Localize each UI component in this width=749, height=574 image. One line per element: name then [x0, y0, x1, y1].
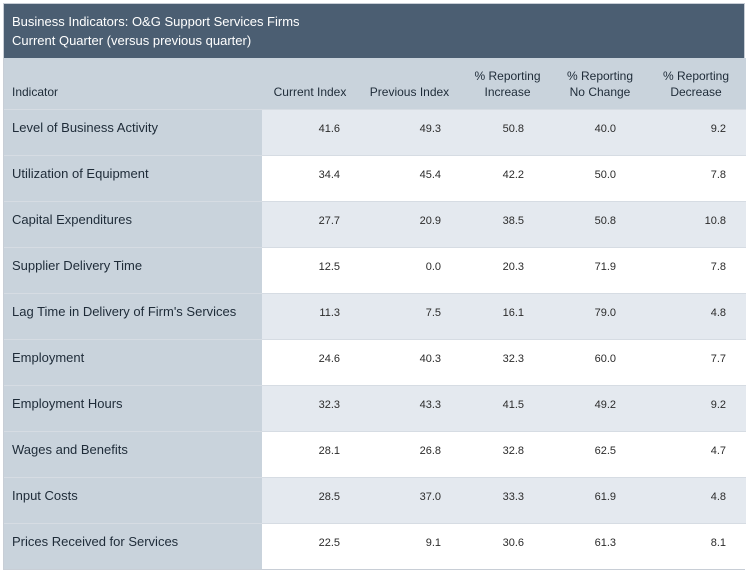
cell-previous-index: 40.3	[358, 339, 461, 385]
cell-pct-decrease: 4.8	[646, 293, 746, 339]
cell-pct-increase: 50.8	[461, 109, 554, 155]
header-current-index: Current Index	[273, 84, 347, 99]
table-row: Supplier Delivery Time 12.5 0.0 20.3 71.9 7.8	[4, 247, 746, 293]
header-previous-index: Previous Index	[369, 84, 450, 99]
cell-current-index: 28.5	[262, 477, 358, 523]
cell-pct-increase: 33.3	[461, 477, 554, 523]
table-row: Prices Received for Services 22.5 9.1 30.6 6…	[4, 523, 746, 569]
header-pct-increase-line1: % Reporting	[474, 68, 541, 83]
table-subtitle: Current Quarter (versus previous quarter…	[12, 33, 252, 48]
cell-previous-index: 37.0	[358, 477, 461, 523]
header-row: Indicator Current Index Previous Index %…	[4, 58, 746, 109]
cell-previous-index: 0.0	[358, 247, 461, 293]
business-indicators-table-panel: Business Indicators: O&G Support Service…	[3, 3, 746, 570]
cell-pct-increase: 38.5	[461, 201, 554, 247]
table-row: Level of Business Activity 41.6 49.3 50.8 40…	[4, 109, 746, 155]
cell-pct-increase: 16.1	[461, 293, 554, 339]
business-indicators-table: Indicator Current Index Previous Index %…	[4, 58, 746, 569]
cell-pct-decrease: 4.7	[646, 431, 746, 477]
cell-previous-index: 20.9	[358, 201, 461, 247]
cell-indicator: Lag Time in Delivery of Firm's Services	[4, 293, 262, 339]
cell-pct-no-change: 49.2	[554, 385, 646, 431]
cell-pct-increase: 20.3	[461, 247, 554, 293]
table-row: Employment 24.6 40.3 32.3 60.0 7.7	[4, 339, 746, 385]
cell-pct-increase: 41.5	[461, 385, 554, 431]
cell-indicator: Utilization of Equipment	[4, 155, 262, 201]
cell-pct-decrease: 9.2	[646, 385, 746, 431]
cell-pct-no-change: 40.0	[554, 109, 646, 155]
cell-current-index: 12.5	[262, 247, 358, 293]
cell-pct-decrease: 9.2	[646, 109, 746, 155]
cell-indicator: Level of Business Activity	[4, 109, 262, 155]
cell-pct-no-change: 62.5	[554, 431, 646, 477]
cell-indicator: Employment	[4, 339, 262, 385]
cell-indicator: Prices Received for Services	[4, 523, 262, 569]
cell-pct-increase: 42.2	[461, 155, 554, 201]
table-header: Indicator Current Index Previous Index %…	[4, 58, 746, 109]
cell-current-index: 41.6	[262, 109, 358, 155]
cell-indicator: Employment Hours	[4, 385, 262, 431]
cell-pct-increase: 32.8	[461, 431, 554, 477]
table-row: Input Costs 28.5 37.0 33.3 61.9 4.8	[4, 477, 746, 523]
header-indicator: Indicator	[12, 84, 59, 99]
cell-pct-decrease: 7.7	[646, 339, 746, 385]
cell-indicator: Capital Expenditures	[4, 201, 262, 247]
cell-previous-index: 49.3	[358, 109, 461, 155]
cell-current-index: 11.3	[262, 293, 358, 339]
cell-previous-index: 45.4	[358, 155, 461, 201]
header-pct-decrease: % Reporting Decrease	[646, 58, 746, 109]
header-pct-decrease-line2: Decrease	[670, 84, 722, 99]
cell-current-index: 34.4	[262, 155, 358, 201]
cell-pct-no-change: 71.9	[554, 247, 646, 293]
cell-current-index: 27.7	[262, 201, 358, 247]
cell-pct-decrease: 7.8	[646, 155, 746, 201]
header-pct-increase-line2: Increase	[484, 84, 531, 99]
header-pct-no-change-line2: No Change	[569, 84, 631, 99]
cell-previous-index: 9.1	[358, 523, 461, 569]
table-title: Business Indicators: O&G Support Service…	[12, 14, 300, 29]
cell-previous-index: 26.8	[358, 431, 461, 477]
cell-current-index: 28.1	[262, 431, 358, 477]
table-title-bar: Business Indicators: O&G Support Service…	[4, 4, 744, 58]
table-row: Lag Time in Delivery of Firm's Services 1…	[4, 293, 746, 339]
cell-pct-increase: 30.6	[461, 523, 554, 569]
cell-pct-no-change: 61.9	[554, 477, 646, 523]
cell-indicator: Wages and Benefits	[4, 431, 262, 477]
cell-current-index: 24.6	[262, 339, 358, 385]
cell-current-index: 22.5	[262, 523, 358, 569]
cell-previous-index: 43.3	[358, 385, 461, 431]
cell-pct-no-change: 79.0	[554, 293, 646, 339]
table-row: Employment Hours 32.3 43.3 41.5 49.2 9.2	[4, 385, 746, 431]
table-row: Wages and Benefits 28.1 26.8 32.8 62.5 4.7	[4, 431, 746, 477]
cell-pct-decrease: 8.1	[646, 523, 746, 569]
table-row: Capital Expenditures 27.7 20.9 38.5 50.8 10.8	[4, 201, 746, 247]
header-pct-no-change-line1: % Reporting	[566, 68, 634, 83]
cell-pct-decrease: 10.8	[646, 201, 746, 247]
cell-pct-decrease: 4.8	[646, 477, 746, 523]
cell-pct-no-change: 50.8	[554, 201, 646, 247]
cell-pct-decrease: 7.8	[646, 247, 746, 293]
cell-pct-no-change: 61.3	[554, 523, 646, 569]
header-pct-decrease-line1: % Reporting	[662, 68, 730, 83]
header-pct-no-change: % Reporting No Change	[554, 58, 646, 109]
header-pct-increase: % Reporting Increase	[461, 58, 554, 109]
cell-pct-no-change: 50.0	[554, 155, 646, 201]
cell-previous-index: 7.5	[358, 293, 461, 339]
cell-indicator: Supplier Delivery Time	[4, 247, 262, 293]
cell-indicator: Input Costs	[4, 477, 262, 523]
cell-pct-increase: 32.3	[461, 339, 554, 385]
cell-current-index: 32.3	[262, 385, 358, 431]
table-row: Utilization of Equipment 34.4 45.4 42.2 50.0…	[4, 155, 746, 201]
cell-pct-no-change: 60.0	[554, 339, 646, 385]
table-body: Level of Business Activity 41.6 49.3 50.8 40…	[4, 109, 746, 569]
